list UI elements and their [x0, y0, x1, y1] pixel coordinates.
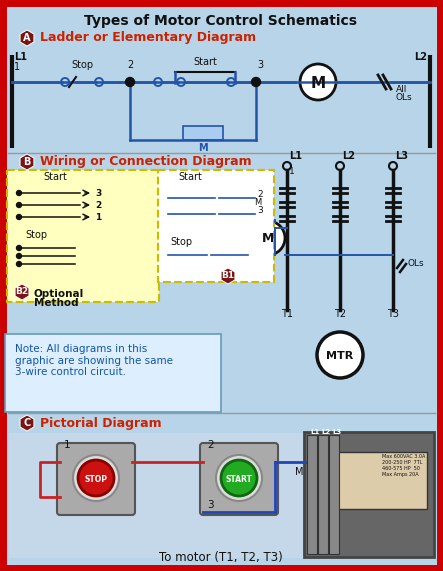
Text: Method: Method	[34, 298, 78, 308]
Polygon shape	[15, 284, 29, 300]
Text: All: All	[396, 85, 408, 94]
Text: 2: 2	[257, 190, 263, 199]
FancyBboxPatch shape	[158, 170, 274, 282]
Text: L3: L3	[332, 429, 341, 435]
Text: OLs: OLs	[396, 93, 412, 102]
FancyBboxPatch shape	[307, 435, 318, 553]
FancyBboxPatch shape	[337, 452, 427, 509]
Text: L1: L1	[289, 151, 302, 161]
Text: 1: 1	[289, 167, 295, 176]
Text: L2: L2	[342, 151, 355, 161]
Text: L2: L2	[414, 52, 427, 62]
Text: L1: L1	[310, 429, 319, 435]
Text: Stop: Stop	[25, 230, 47, 240]
FancyBboxPatch shape	[304, 432, 434, 557]
Text: B: B	[23, 157, 31, 167]
Text: Start: Start	[193, 57, 217, 67]
Text: 2: 2	[127, 60, 133, 70]
Circle shape	[300, 64, 336, 100]
Text: 3: 3	[257, 60, 263, 70]
Polygon shape	[20, 154, 34, 170]
Text: L3: L3	[395, 151, 408, 161]
Text: 1: 1	[95, 214, 101, 223]
Text: To motor (T1, T2, T3): To motor (T1, T2, T3)	[159, 552, 283, 565]
Text: Start: Start	[178, 172, 202, 182]
Text: 460-575 HP  50: 460-575 HP 50	[382, 466, 420, 471]
Text: OLs: OLs	[408, 259, 425, 268]
Circle shape	[251, 221, 285, 255]
FancyBboxPatch shape	[5, 334, 221, 412]
Text: T2: T2	[334, 309, 346, 319]
FancyBboxPatch shape	[319, 435, 329, 553]
Text: Stop: Stop	[71, 60, 93, 70]
FancyBboxPatch shape	[57, 443, 135, 515]
Circle shape	[252, 78, 260, 86]
Text: Start: Start	[43, 172, 67, 182]
Text: 3: 3	[207, 500, 214, 510]
Circle shape	[16, 203, 22, 207]
Text: Types of Motor Control Schematics: Types of Motor Control Schematics	[85, 14, 358, 28]
Text: A: A	[23, 33, 31, 43]
Text: MTR: MTR	[326, 351, 354, 361]
FancyBboxPatch shape	[200, 443, 278, 515]
Text: 2: 2	[95, 202, 101, 211]
Text: Stop: Stop	[170, 237, 192, 247]
Circle shape	[16, 215, 22, 219]
Text: B2: B2	[16, 288, 28, 296]
Text: 200-250 HP  7TL: 200-250 HP 7TL	[382, 460, 423, 465]
Text: T1: T1	[281, 309, 293, 319]
Polygon shape	[20, 415, 34, 431]
Circle shape	[16, 191, 22, 195]
Circle shape	[317, 332, 363, 378]
Text: C: C	[23, 418, 31, 428]
Text: M: M	[295, 467, 303, 477]
Text: Max Amps 20A: Max Amps 20A	[382, 472, 419, 477]
Circle shape	[16, 246, 22, 251]
FancyBboxPatch shape	[330, 435, 339, 553]
Text: Pictorial Diagram: Pictorial Diagram	[40, 416, 162, 429]
Text: START: START	[225, 475, 253, 484]
Text: M: M	[254, 198, 261, 207]
Text: STOP: STOP	[85, 475, 108, 484]
FancyBboxPatch shape	[3, 3, 440, 568]
Text: 3: 3	[257, 206, 263, 215]
Text: L2: L2	[321, 429, 330, 435]
Circle shape	[16, 262, 22, 267]
Text: L1: L1	[14, 52, 27, 62]
Text: Max 600VAC 3.0A: Max 600VAC 3.0A	[382, 454, 425, 459]
Circle shape	[221, 460, 257, 496]
Circle shape	[16, 254, 22, 259]
Circle shape	[216, 455, 262, 501]
Circle shape	[125, 78, 135, 86]
Text: 3: 3	[95, 190, 101, 199]
Polygon shape	[221, 268, 235, 284]
Text: 2: 2	[207, 440, 214, 450]
Text: 1: 1	[14, 62, 20, 72]
Text: Optional: Optional	[34, 289, 84, 299]
Text: Note: All diagrams in this
graphic are showing the same
3-wire control circuit.: Note: All diagrams in this graphic are s…	[15, 344, 173, 377]
Circle shape	[78, 460, 114, 496]
Text: Ladder or Elementary Diagram: Ladder or Elementary Diagram	[40, 31, 256, 45]
Text: Wiring or Connection Diagram: Wiring or Connection Diagram	[40, 155, 252, 168]
Circle shape	[73, 455, 119, 501]
Text: M: M	[262, 232, 274, 246]
Text: B1: B1	[222, 271, 234, 280]
Bar	[9, 433, 434, 558]
Text: T3: T3	[387, 309, 399, 319]
Text: M: M	[198, 143, 208, 153]
Bar	[183, 126, 223, 140]
FancyBboxPatch shape	[7, 170, 159, 302]
Polygon shape	[20, 30, 34, 46]
Text: M: M	[311, 75, 326, 90]
Text: 1: 1	[64, 440, 70, 450]
